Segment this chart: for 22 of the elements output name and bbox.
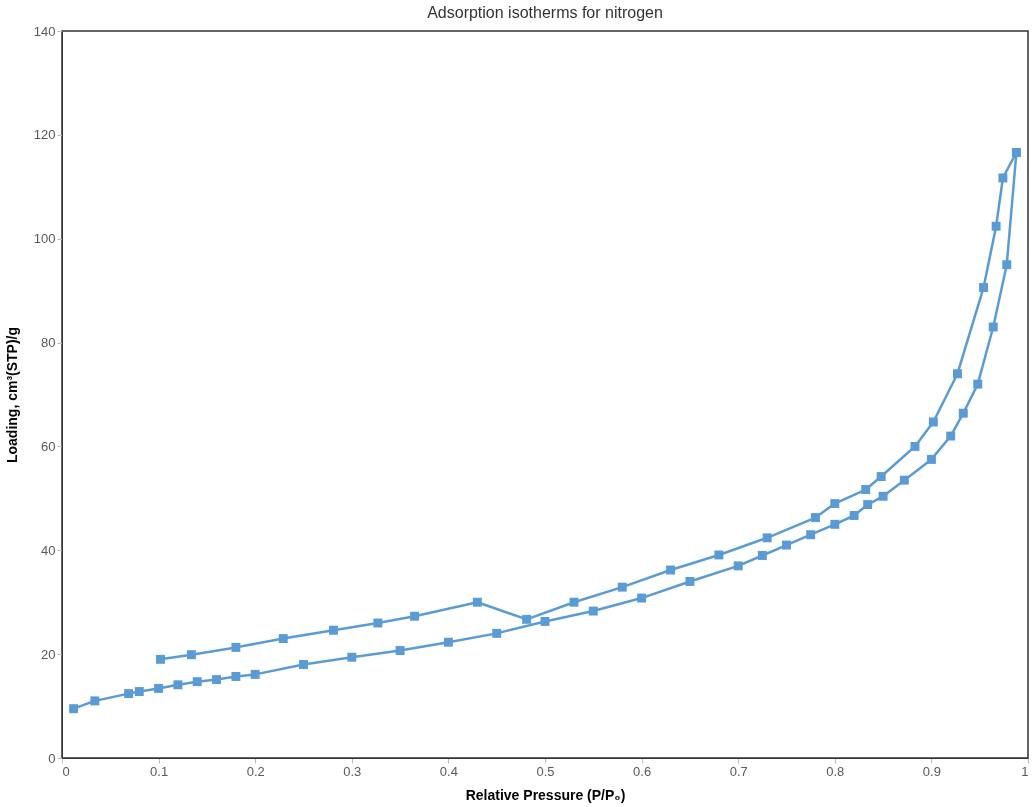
x-tick-label: 0 — [62, 763, 70, 779]
y-tick-label: 0 — [48, 750, 56, 766]
x-tick-label: 0.2 — [246, 763, 265, 779]
x-tick-label: 0.7 — [729, 763, 748, 779]
y-tick-label: 20 — [41, 646, 56, 662]
y-tick-label: 100 — [33, 231, 56, 247]
chart-title: Adsorption isotherms for nitrogen — [427, 4, 663, 21]
x-tick-label: 1 — [1021, 763, 1029, 779]
x-tick-label: 0.8 — [826, 763, 845, 779]
y-tick-label: 80 — [41, 335, 56, 351]
y-axis-title: Loading, cm³(STP)/g — [3, 326, 20, 464]
y-tick-label: 60 — [41, 438, 56, 454]
x-axis-title: Relative Pressure (P/P₀) — [465, 786, 626, 803]
y-tick-label: 140 — [33, 23, 56, 39]
x-tick-label: 0.5 — [536, 763, 555, 779]
x-tick-label: 0.3 — [343, 763, 362, 779]
x-tick-label: 0.1 — [150, 763, 169, 779]
y-tick-label: 40 — [41, 542, 56, 558]
y-tick-label: 120 — [33, 127, 56, 143]
x-tick-label: 0.6 — [633, 763, 652, 779]
x-tick-label: 0.4 — [439, 763, 458, 779]
x-tick-label: 0.9 — [922, 763, 941, 779]
